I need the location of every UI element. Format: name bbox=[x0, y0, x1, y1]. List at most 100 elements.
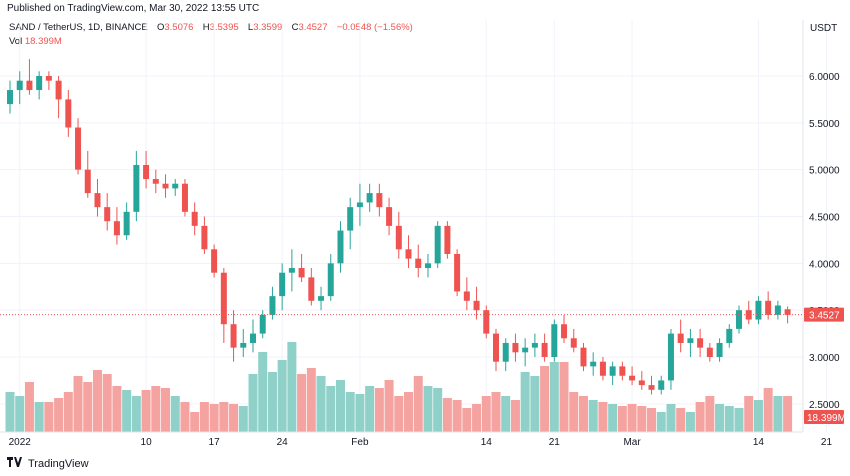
candle-body bbox=[648, 385, 655, 390]
volume-bar bbox=[384, 380, 394, 432]
candle-body bbox=[454, 253, 461, 292]
candle-body bbox=[784, 309, 791, 315]
candle-body bbox=[483, 310, 490, 334]
candle-body bbox=[551, 324, 558, 358]
volume-bar bbox=[442, 398, 452, 432]
volume-bar bbox=[452, 400, 462, 432]
y-tick-label: 4.5000 bbox=[809, 213, 840, 224]
candle-body bbox=[386, 207, 393, 226]
candle-body bbox=[590, 361, 597, 367]
candle-body bbox=[609, 366, 616, 376]
y-tick-label: 6.0000 bbox=[809, 72, 840, 83]
high-value: 3.5395 bbox=[209, 22, 239, 33]
candle-body bbox=[658, 380, 665, 390]
volume-bar bbox=[462, 408, 472, 432]
volume-bar bbox=[695, 402, 705, 432]
volume-bar bbox=[15, 396, 25, 432]
volume-bar bbox=[326, 386, 336, 432]
volume-bar bbox=[219, 402, 229, 432]
volume-bar bbox=[404, 392, 414, 432]
candle-body bbox=[706, 347, 713, 358]
candle-body bbox=[65, 99, 72, 128]
candle-body bbox=[75, 127, 82, 170]
volume-bar bbox=[54, 398, 64, 432]
volume-bar bbox=[734, 408, 744, 432]
candle-body bbox=[191, 211, 198, 226]
volume-bar bbox=[131, 396, 141, 432]
last-price-label: 3.4527 bbox=[809, 311, 840, 322]
volume-bar bbox=[73, 376, 83, 432]
candle-body bbox=[356, 202, 363, 208]
volume-bar bbox=[141, 390, 151, 432]
candle-body bbox=[84, 169, 91, 194]
volume-bar bbox=[501, 396, 511, 432]
candle-body bbox=[376, 193, 383, 208]
last-price-tag: 3.4527 bbox=[804, 307, 844, 322]
volume-bar bbox=[102, 374, 112, 432]
x-tick-label: 21 bbox=[549, 437, 561, 448]
volume-legend: Vol 18.399M bbox=[9, 36, 62, 47]
candle-body bbox=[55, 80, 62, 100]
candle-body bbox=[687, 338, 694, 343]
volume-bar bbox=[5, 392, 15, 432]
candle-body bbox=[201, 225, 208, 250]
candle-body bbox=[473, 300, 480, 311]
candle-body bbox=[415, 258, 422, 269]
time-axis[interactable]: 2022 10 17 24 Feb 14 21 Mar 14 21 bbox=[0, 431, 832, 448]
y-tick-label: 5.0000 bbox=[809, 166, 840, 177]
price-axis-unit: USDT bbox=[810, 23, 837, 34]
volume-bar bbox=[277, 360, 287, 432]
volume-bar bbox=[559, 362, 569, 432]
candle-body bbox=[434, 225, 441, 264]
candle-body bbox=[250, 333, 256, 343]
candle-body bbox=[298, 268, 305, 278]
volume-bar bbox=[685, 412, 695, 432]
candlesticks bbox=[7, 59, 791, 395]
open-value: 3.5076 bbox=[164, 22, 194, 33]
candle-body bbox=[366, 193, 373, 203]
candle-body bbox=[16, 80, 23, 91]
x-tick-label: 14 bbox=[753, 437, 765, 448]
candle-body bbox=[123, 211, 130, 236]
volume-bar bbox=[433, 388, 443, 432]
candle-body bbox=[26, 80, 33, 91]
candle-body bbox=[162, 183, 169, 189]
candle-body bbox=[736, 310, 742, 329]
candle-body bbox=[269, 296, 276, 315]
volume-bar bbox=[267, 372, 277, 432]
candle-body bbox=[7, 90, 13, 105]
candle-body bbox=[152, 179, 159, 184]
volume-label: Vol bbox=[9, 36, 23, 47]
candle-body bbox=[113, 221, 120, 236]
volume-bar bbox=[209, 404, 219, 432]
volume-bar bbox=[92, 370, 102, 432]
candle-body bbox=[493, 333, 499, 362]
candle-body bbox=[697, 338, 704, 348]
candle-body bbox=[143, 164, 150, 180]
candle-body bbox=[172, 183, 179, 189]
volume-bar bbox=[491, 392, 501, 432]
candle-body bbox=[619, 366, 626, 376]
candle-body bbox=[677, 333, 684, 343]
candle-body bbox=[347, 207, 354, 231]
candle-body bbox=[94, 193, 101, 208]
candle-body bbox=[629, 375, 636, 381]
candle-body bbox=[667, 333, 674, 381]
volume-bar bbox=[656, 412, 666, 432]
last-volume-label: 18.399M bbox=[807, 413, 846, 424]
price-axis[interactable]: USDT 6.00005.50005.00004.50004.00003.500… bbox=[802, 20, 846, 432]
volume-bar bbox=[705, 396, 715, 432]
volume-bar bbox=[617, 406, 627, 432]
candle-body bbox=[531, 342, 538, 348]
volume-bar bbox=[180, 402, 190, 432]
tradingview-footer[interactable]: TradingView bbox=[7, 457, 89, 470]
close-value: 3.4527 bbox=[298, 22, 328, 33]
y-tick-label: 5.5000 bbox=[809, 119, 840, 130]
volume-bar bbox=[783, 396, 793, 432]
volume-bar bbox=[578, 396, 588, 432]
volume-bar bbox=[248, 374, 258, 432]
volume-bar bbox=[316, 376, 326, 432]
candle-body bbox=[580, 347, 587, 367]
candle-body bbox=[327, 263, 334, 297]
